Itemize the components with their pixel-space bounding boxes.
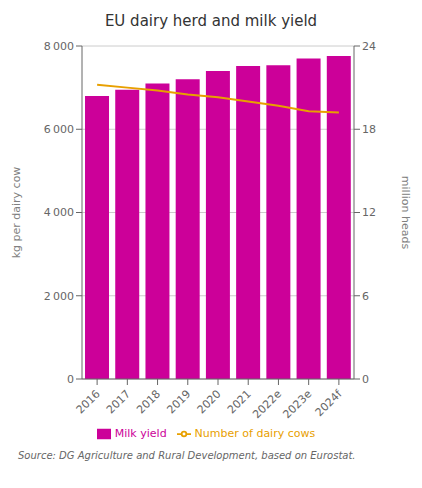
svg-text:2016: 2016 [74,387,103,416]
svg-text:8 000: 8 000 [44,40,74,53]
svg-text:6: 6 [362,290,369,303]
svg-text:kg per dairy cow: kg per dairy cow [10,167,23,259]
svg-text:2024f: 2024f [313,387,346,420]
svg-text:2022e: 2022e [250,387,284,421]
svg-text:6 000: 6 000 [44,123,74,136]
svg-text:2020: 2020 [195,387,224,416]
svg-text:million heads: million heads [399,176,412,250]
svg-text:12: 12 [362,206,376,219]
html-text:Number of dairy cows: Number of dairy cows [194,427,316,440]
html-text:EU dairy herd and milk yield: EU dairy herd and milk yield [104,12,318,30]
svg-text:4 000: 4 000 [44,206,74,219]
svg-text:2 000: 2 000 [44,290,74,303]
svg-text:0: 0 [67,373,74,386]
svg-text:2017: 2017 [104,387,133,416]
html-text:Milk yield: Milk yield [114,427,167,440]
svg-text:2019: 2019 [164,387,193,416]
svg-text:2021: 2021 [224,387,254,417]
svg-text:18: 18 [362,123,376,136]
html-text:Source: DG Agriculture and Rur: Source: DG Agriculture and Rural Develop… [18,450,356,461]
svg-text:2018: 2018 [134,387,163,416]
svg-text:0: 0 [362,373,369,386]
svg-text:24: 24 [362,40,376,53]
svg-text:2023e: 2023e [281,387,315,421]
